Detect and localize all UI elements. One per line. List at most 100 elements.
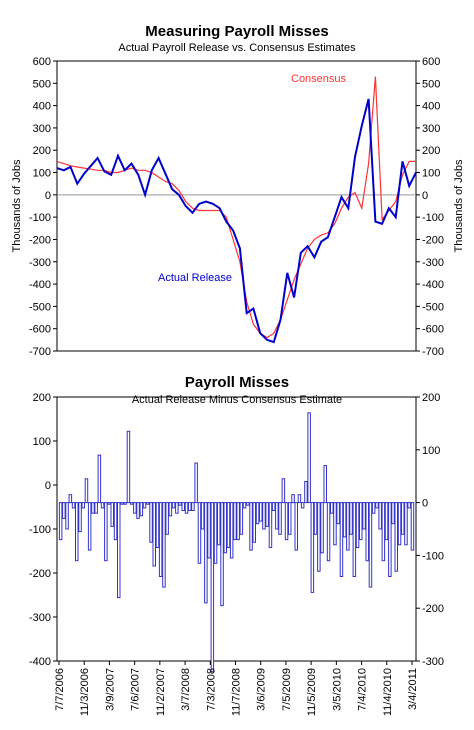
miss-bar — [165, 502, 169, 535]
bottom-chart: Payroll Misses Actual Release Minus Cons… — [29, 374, 444, 716]
bottom-x-axis: 7/7/2006 11/3/2006 3/9/2007 7/6/2007 11/2/20… — [54, 661, 419, 716]
bottom-xtick-label: 3/6/2009 — [256, 668, 268, 711]
top-ytick-label-left: 300 — [33, 123, 51, 135]
top-chart: Measuring Payroll Misses Actual Payroll … — [11, 23, 465, 358]
top-ytick-label-right: 400 — [422, 101, 440, 113]
miss-bar — [288, 502, 292, 535]
bottom-ytick-label-left: 200 — [33, 392, 51, 404]
miss-bar — [259, 502, 263, 522]
top-ytick-label-right: -700 — [422, 346, 444, 358]
miss-bar — [381, 502, 386, 562]
miss-bar — [210, 502, 215, 673]
bottom-ytick-label-left: -200 — [29, 568, 51, 580]
top-y-axis-label-right: Thousands of Jobs — [453, 159, 465, 252]
miss-bar — [346, 502, 350, 551]
top-ytick-label-left: -600 — [29, 324, 51, 336]
bottom-xtick-label: 11/2/2007 — [155, 668, 167, 716]
miss-bar — [368, 502, 373, 588]
bottom-chart-subtitle: Actual Release Minus Consensus Estimate — [132, 394, 342, 406]
miss-bar — [268, 502, 273, 549]
miss-bar — [146, 502, 150, 505]
miss-bar — [155, 502, 160, 549]
bottom-ytick-label-left: 100 — [33, 436, 51, 448]
miss-bar — [68, 494, 73, 504]
miss-bar — [342, 502, 347, 538]
miss-bar — [104, 502, 108, 562]
bottom-y-axis-left: 200 100 0 -100 -200 -300 -400 — [29, 392, 57, 668]
miss-bar — [58, 502, 63, 541]
miss-bar — [378, 502, 382, 530]
bottom-ytick-label-left: -300 — [29, 612, 51, 624]
top-ytick-label-left: 600 — [33, 56, 51, 68]
bottom-y-axis-right: 200 100 0 -100 -200 -300 — [416, 392, 444, 668]
bottom-xtick-label: 11/7/2008 — [231, 668, 243, 716]
top-chart-title: Measuring Payroll Misses — [145, 23, 328, 40]
miss-bar — [171, 502, 176, 509]
top-ytick-label-left: 0 — [45, 190, 51, 202]
bottom-ytick-label-left: 0 — [45, 480, 51, 492]
bottom-xtick-label: 7/7/2006 — [54, 668, 66, 711]
top-ytick-label-left: 200 — [33, 145, 51, 157]
miss-bar — [107, 502, 111, 505]
miss-bar — [339, 502, 344, 578]
bottom-xtick-label: 3/7/2008 — [180, 668, 192, 711]
miss-bar — [126, 430, 131, 504]
miss-bar — [142, 502, 147, 509]
miss-bar — [149, 502, 153, 543]
miss-bar — [384, 502, 389, 541]
miss-bar — [226, 502, 231, 549]
miss-bar — [175, 502, 179, 514]
miss-bar — [110, 502, 114, 527]
miss-bar — [404, 502, 408, 546]
miss-bar — [304, 481, 308, 504]
miss-bar — [236, 502, 240, 541]
miss-bar — [191, 502, 195, 512]
miss-bar — [87, 502, 92, 551]
miss-bar — [278, 502, 282, 535]
top-ytick-label-right: 100 — [422, 168, 440, 180]
miss-bar — [284, 502, 289, 541]
top-ytick-label-left: -300 — [29, 257, 51, 269]
miss-bar — [223, 502, 227, 554]
bottom-ytick-label-right: -300 — [422, 656, 444, 668]
miss-bar — [249, 502, 253, 551]
miss-bar — [162, 502, 166, 588]
miss-bar — [362, 502, 366, 530]
miss-bar — [123, 502, 127, 505]
miss-bar — [194, 462, 198, 504]
bottom-ytick-label-left: -100 — [29, 524, 51, 536]
miss-bar — [181, 502, 185, 512]
consensus-series-line — [56, 76, 416, 339]
miss-bar — [349, 502, 353, 535]
miss-bar — [281, 478, 286, 504]
actual-release-series-line — [56, 98, 417, 344]
miss-bar — [394, 502, 398, 572]
miss-bar — [391, 502, 395, 525]
miss-bar — [255, 502, 260, 525]
top-ytick-label-left: 500 — [33, 78, 51, 90]
miss-bar — [71, 502, 76, 509]
miss-bar — [388, 502, 392, 578]
top-ytick-label-left: -200 — [29, 234, 51, 246]
miss-bar — [133, 502, 137, 514]
miss-bar — [317, 502, 321, 572]
miss-bar — [91, 502, 95, 514]
bottom-chart-title: Payroll Misses — [185, 374, 289, 391]
top-ytick-label-right: -600 — [422, 324, 444, 336]
actual-release-annotation: Actual Release — [158, 272, 232, 284]
consensus-annotation: Consensus — [291, 73, 347, 85]
bottom-xtick-label: 3/5/2010 — [331, 668, 343, 711]
miss-bar — [252, 502, 256, 543]
bottom-xtick-label: 7/4/2010 — [357, 668, 369, 711]
miss-bar — [113, 502, 118, 541]
miss-bar — [352, 502, 357, 578]
miss-bar — [94, 502, 98, 514]
miss-bar — [239, 502, 244, 535]
miss-bar — [81, 502, 85, 509]
miss-bar — [178, 502, 182, 506]
top-ytick-label-right: 200 — [422, 145, 440, 157]
top-ytick-label-left: -400 — [29, 279, 51, 291]
bottom-bars — [58, 412, 415, 673]
miss-bar — [197, 502, 202, 564]
